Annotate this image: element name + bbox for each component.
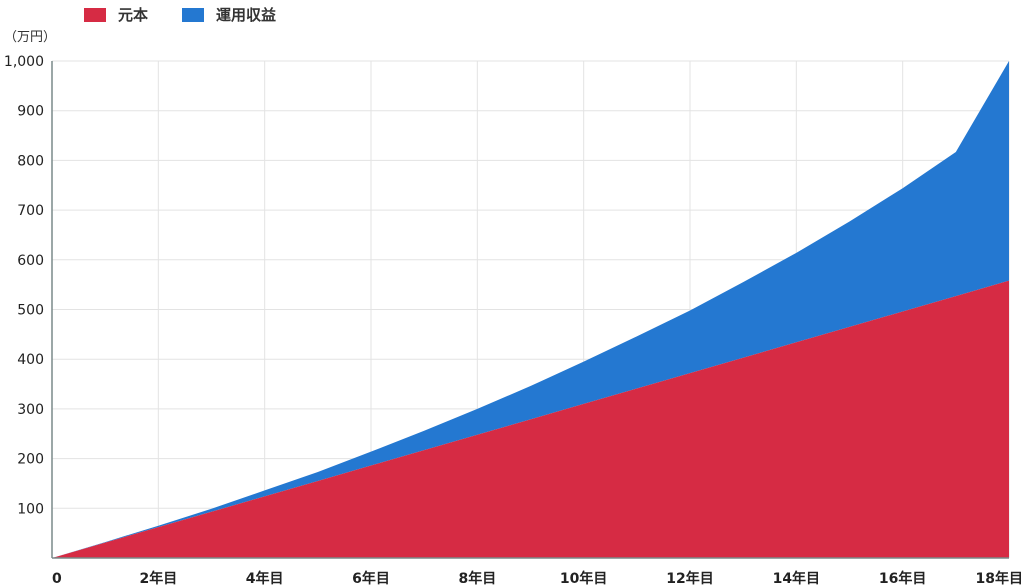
legend-swatch-principal xyxy=(84,7,106,22)
legend-item-principal: 元本 xyxy=(84,4,148,25)
y-tick-label: 300 xyxy=(17,402,44,418)
x-tick-label: 8年目 xyxy=(458,570,496,587)
y-tick-label: 200 xyxy=(17,452,44,468)
y-tick-label: 1,000 xyxy=(4,54,44,70)
x-tick-label: 16年目 xyxy=(879,570,926,587)
y-tick-label: 600 xyxy=(17,253,44,269)
x-tick-label: 10年目 xyxy=(560,570,607,587)
x-tick-label: 6年目 xyxy=(352,570,390,587)
x-tick-label: 12年目 xyxy=(666,570,713,587)
y-tick-label: 900 xyxy=(17,104,44,120)
legend-label-returns: 運用収益 xyxy=(216,6,277,24)
legend-item-returns: 運用収益 xyxy=(182,4,276,25)
series-area-returns xyxy=(52,61,1009,558)
x-tick-label: 2年目 xyxy=(139,570,177,587)
chart-legend: 元本 運用収益 xyxy=(84,4,276,25)
y-tick-label: 400 xyxy=(17,352,44,368)
x-tick-label: 0 xyxy=(52,571,62,587)
legend-label-principal: 元本 xyxy=(118,6,149,24)
x-tick-label: 18年目 xyxy=(976,570,1023,587)
legend-swatch-returns xyxy=(182,7,205,22)
y-axis-unit-label: （万円） xyxy=(4,30,57,45)
y-tick-label: 800 xyxy=(17,153,44,169)
x-tick-label: 4年目 xyxy=(246,570,284,587)
y-tick-label: 500 xyxy=(17,303,44,319)
x-tick-label: 14年目 xyxy=(773,570,820,587)
y-tick-label: 700 xyxy=(17,203,44,219)
y-tick-label: 100 xyxy=(17,501,44,517)
series-area-principal xyxy=(52,280,1009,558)
